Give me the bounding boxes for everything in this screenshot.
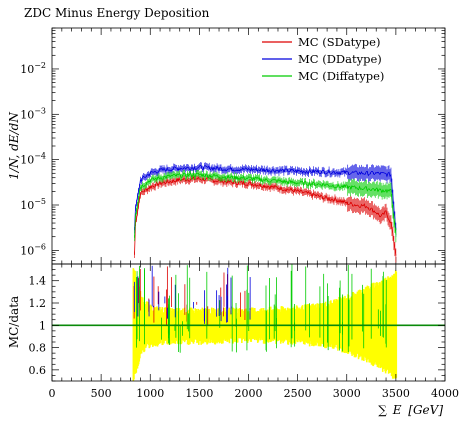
x-tick-label: 500 — [91, 387, 112, 400]
series-line — [134, 176, 397, 256]
y-tick-label: 1.4 — [29, 275, 47, 288]
legend-entry: MC (DDatype) — [298, 52, 382, 66]
series-line — [134, 164, 397, 231]
x-tick-label: 2500 — [284, 387, 312, 400]
series-mc-diffatype- — [134, 169, 397, 243]
main-frame — [51, 27, 446, 265]
ratio-panel: 0.6 0.8 1 1.2 1.4 0 500 1000 1500 2000 2500 3000 35… — [7, 263, 459, 417]
legend-entry: MC (SDatype) — [298, 35, 380, 49]
ratio-y-ticks: 0.6 0.8 1 1.2 1.4 — [29, 269, 445, 382]
x-tick-label: 0 — [49, 387, 56, 400]
ratio-series-2 — [136, 264, 387, 353]
y-tick-label: 10−2 — [20, 61, 46, 76]
y-tick-label: 10−4 — [20, 152, 46, 167]
ratio-x-ticks: 0 500 1000 1500 2000 2500 3000 3500 4000 — [49, 264, 459, 400]
x-tick-label: 3000 — [333, 387, 361, 400]
x-tick-label: 1000 — [136, 387, 164, 400]
ratio-series — [133, 264, 387, 353]
main-y-axis-label: 1/N, dE/dN — [7, 112, 21, 180]
legend-entry: MC (Diffatype) — [298, 69, 384, 83]
main-y-ticks — [52, 27, 445, 265]
y-tick-label: 0.6 — [29, 364, 47, 377]
chart-title: ZDC Minus Energy Deposition — [24, 6, 210, 20]
x-axis-label: ∑ E [GeV] — [378, 403, 443, 417]
ratio-series-1 — [133, 265, 251, 324]
main-series — [134, 162, 397, 263]
x-tick-label: 4000 — [431, 387, 459, 400]
x-tick-label: 3500 — [382, 387, 410, 400]
x-tick-label: 2000 — [235, 387, 263, 400]
y-tick-label: 10−6 — [20, 242, 46, 257]
y-tick-label: 10−5 — [20, 197, 46, 212]
legend: MC (SDatype) MC (DDatype) MC (Diffatype) — [262, 35, 384, 83]
series-mc-ddatype- — [134, 162, 397, 237]
y-tick-label: 10−3 — [20, 106, 46, 121]
y-tick-label: 1 — [39, 319, 46, 332]
ratio-y-axis-label: MC/data — [7, 296, 21, 348]
series-line — [134, 172, 397, 238]
main-x-ticks — [51, 28, 446, 264]
y-tick-label: 1.2 — [29, 297, 47, 310]
main-panel: 10−2 10−3 10−4 10−5 10−6 1/N, dE/dN MC (SDat… — [7, 27, 446, 265]
y-tick-label: 0.8 — [29, 342, 47, 355]
x-tick-label: 1500 — [185, 387, 213, 400]
main-y-tick-labels: 10−2 10−3 10−4 10−5 10−6 — [20, 61, 46, 257]
